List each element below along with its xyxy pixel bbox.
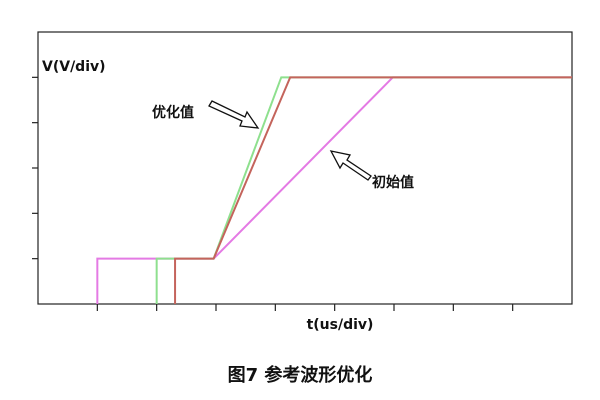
caption: 图7 参考波形优化 bbox=[228, 364, 373, 386]
x-axis-label: t(us/div) bbox=[307, 317, 374, 333]
waveform bbox=[155, 76, 572, 304]
annotation: 初始值 bbox=[372, 174, 414, 191]
annotation: 优化值 bbox=[152, 104, 194, 121]
waveform bbox=[174, 76, 572, 304]
arrow bbox=[208, 100, 260, 129]
y-axis-label: V(V/div) bbox=[42, 59, 106, 75]
plot-frame bbox=[37, 31, 573, 305]
arrow bbox=[329, 150, 372, 181]
